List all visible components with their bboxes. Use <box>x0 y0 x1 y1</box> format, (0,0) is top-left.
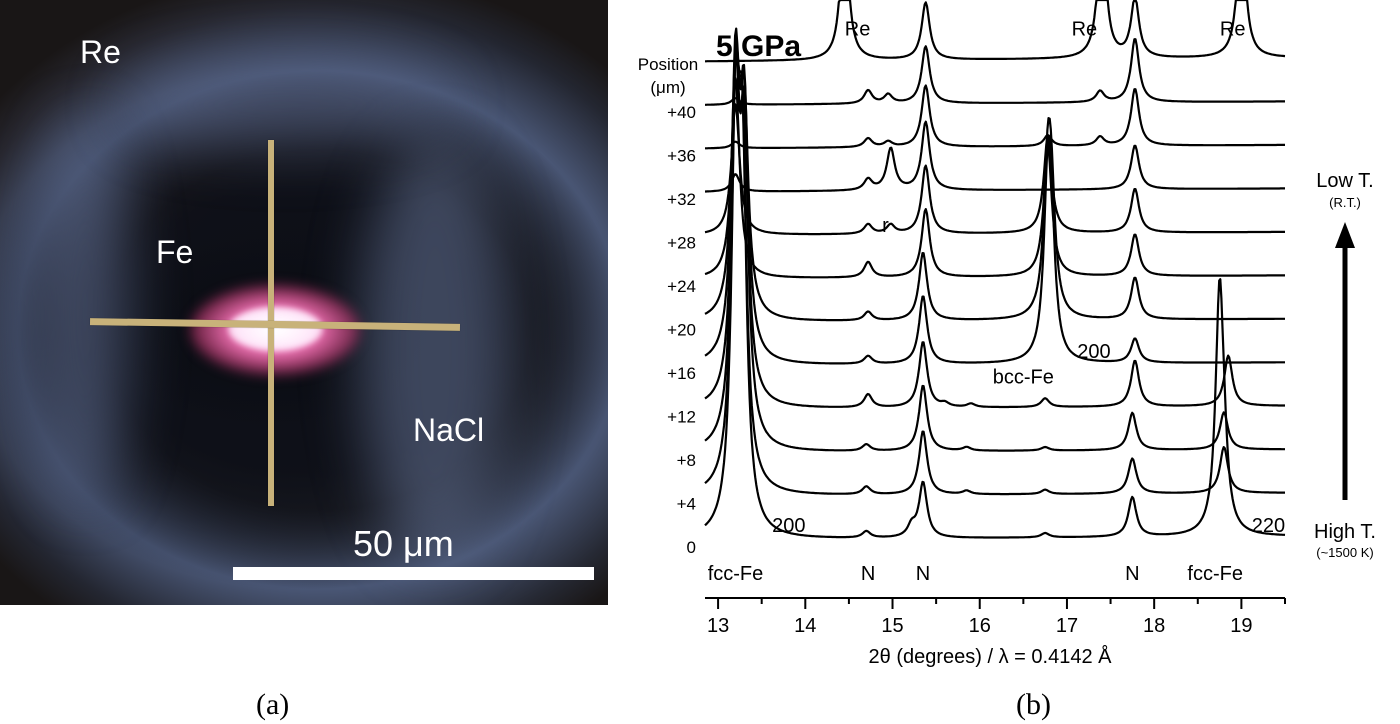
annotation-label: Re <box>1220 19 1246 41</box>
annotation-label: Re <box>1072 19 1098 41</box>
low-t-label: Low T. <box>1316 170 1373 192</box>
annotation-label: N <box>1125 563 1139 585</box>
x-tick-label: 14 <box>794 615 816 637</box>
x-tick-label: 19 <box>1230 615 1252 637</box>
position-label: +4 <box>677 495 696 514</box>
trace-pos-p24 <box>704 76 1285 279</box>
x-tick-label: 15 <box>881 615 903 637</box>
annotation-label: 200 <box>1077 341 1110 363</box>
high-t-sub: (~1500 K) <box>1316 545 1373 560</box>
temperature-arrow-head <box>1335 222 1355 248</box>
traces-group <box>704 0 1286 539</box>
x-axis-label: 2θ (degrees) / λ = 0.4142 Å <box>869 645 1113 668</box>
position-label: 0 <box>687 538 696 557</box>
label-fe: Fe <box>156 234 194 270</box>
trace-pos-p40 <box>705 38 1285 106</box>
annotation-label: bcc-Fe <box>993 367 1054 389</box>
trace-pos-p36 <box>705 84 1285 150</box>
position-label: +40 <box>667 103 696 122</box>
x-tick-label: 17 <box>1056 615 1078 637</box>
x-tick-label: 13 <box>707 615 729 637</box>
x-axis: 13 14 15 16 17 18 19 <box>705 597 1286 637</box>
high-t-label: High T. <box>1314 521 1376 543</box>
annotation-label: N <box>861 563 875 585</box>
label-re: Re <box>80 34 121 70</box>
scale-bar <box>233 567 594 580</box>
position-label: +12 <box>667 408 696 427</box>
label-nacl: NaCl <box>413 412 485 448</box>
annotation-label: 220 <box>1252 515 1285 537</box>
panel-b-tag: (b) <box>1016 688 1051 721</box>
trace-pos-p20 <box>704 41 1285 322</box>
annotation-label: fcc-Fe <box>1187 563 1243 585</box>
y-axis-label-line1: Position <box>638 55 698 74</box>
position-label: +16 <box>667 364 696 383</box>
scale-bar-label: 50 μm <box>353 523 454 564</box>
position-label: +32 <box>667 190 696 209</box>
x-tick-label: 18 <box>1143 615 1165 637</box>
annotation-label: 200 <box>772 515 805 537</box>
y-axis-label-line2: (μm) <box>650 78 685 97</box>
low-t-sub: (R.T.) <box>1329 195 1361 210</box>
trace-top <box>705 0 1286 63</box>
chart-title: 5 GPa <box>716 30 801 63</box>
position-label: +36 <box>667 147 696 166</box>
position-label: +28 <box>667 234 696 253</box>
position-label: +8 <box>677 451 696 470</box>
trace-pos-p28 <box>704 103 1285 236</box>
annotation-label: r <box>882 215 889 237</box>
x-tick-label: 16 <box>969 615 991 637</box>
trace-pos-p16 <box>704 27 1285 365</box>
trace-pos-p8 <box>704 48 1285 452</box>
annotation-label: fcc-Fe <box>708 563 764 585</box>
fe-micrograph-image: Re Fe NaCl 50 μm <box>0 0 608 605</box>
trace-pos-p4 <box>704 40 1285 496</box>
position-label: +20 <box>667 321 696 340</box>
position-label: +24 <box>667 277 696 296</box>
annotation-label: N <box>916 563 930 585</box>
annotation-label: Re <box>845 19 871 41</box>
laser-hotspot-core <box>228 307 323 351</box>
trace-pos-0 <box>704 39 1286 539</box>
panel-a-tag: (a) <box>256 688 290 721</box>
position-labels: 0 +4 +8 +12 +16 +20 +24 +28 +32 +36 +40 <box>667 103 696 557</box>
trace-pos-p32 <box>705 120 1285 193</box>
trace-pos-p12 <box>704 46 1285 409</box>
